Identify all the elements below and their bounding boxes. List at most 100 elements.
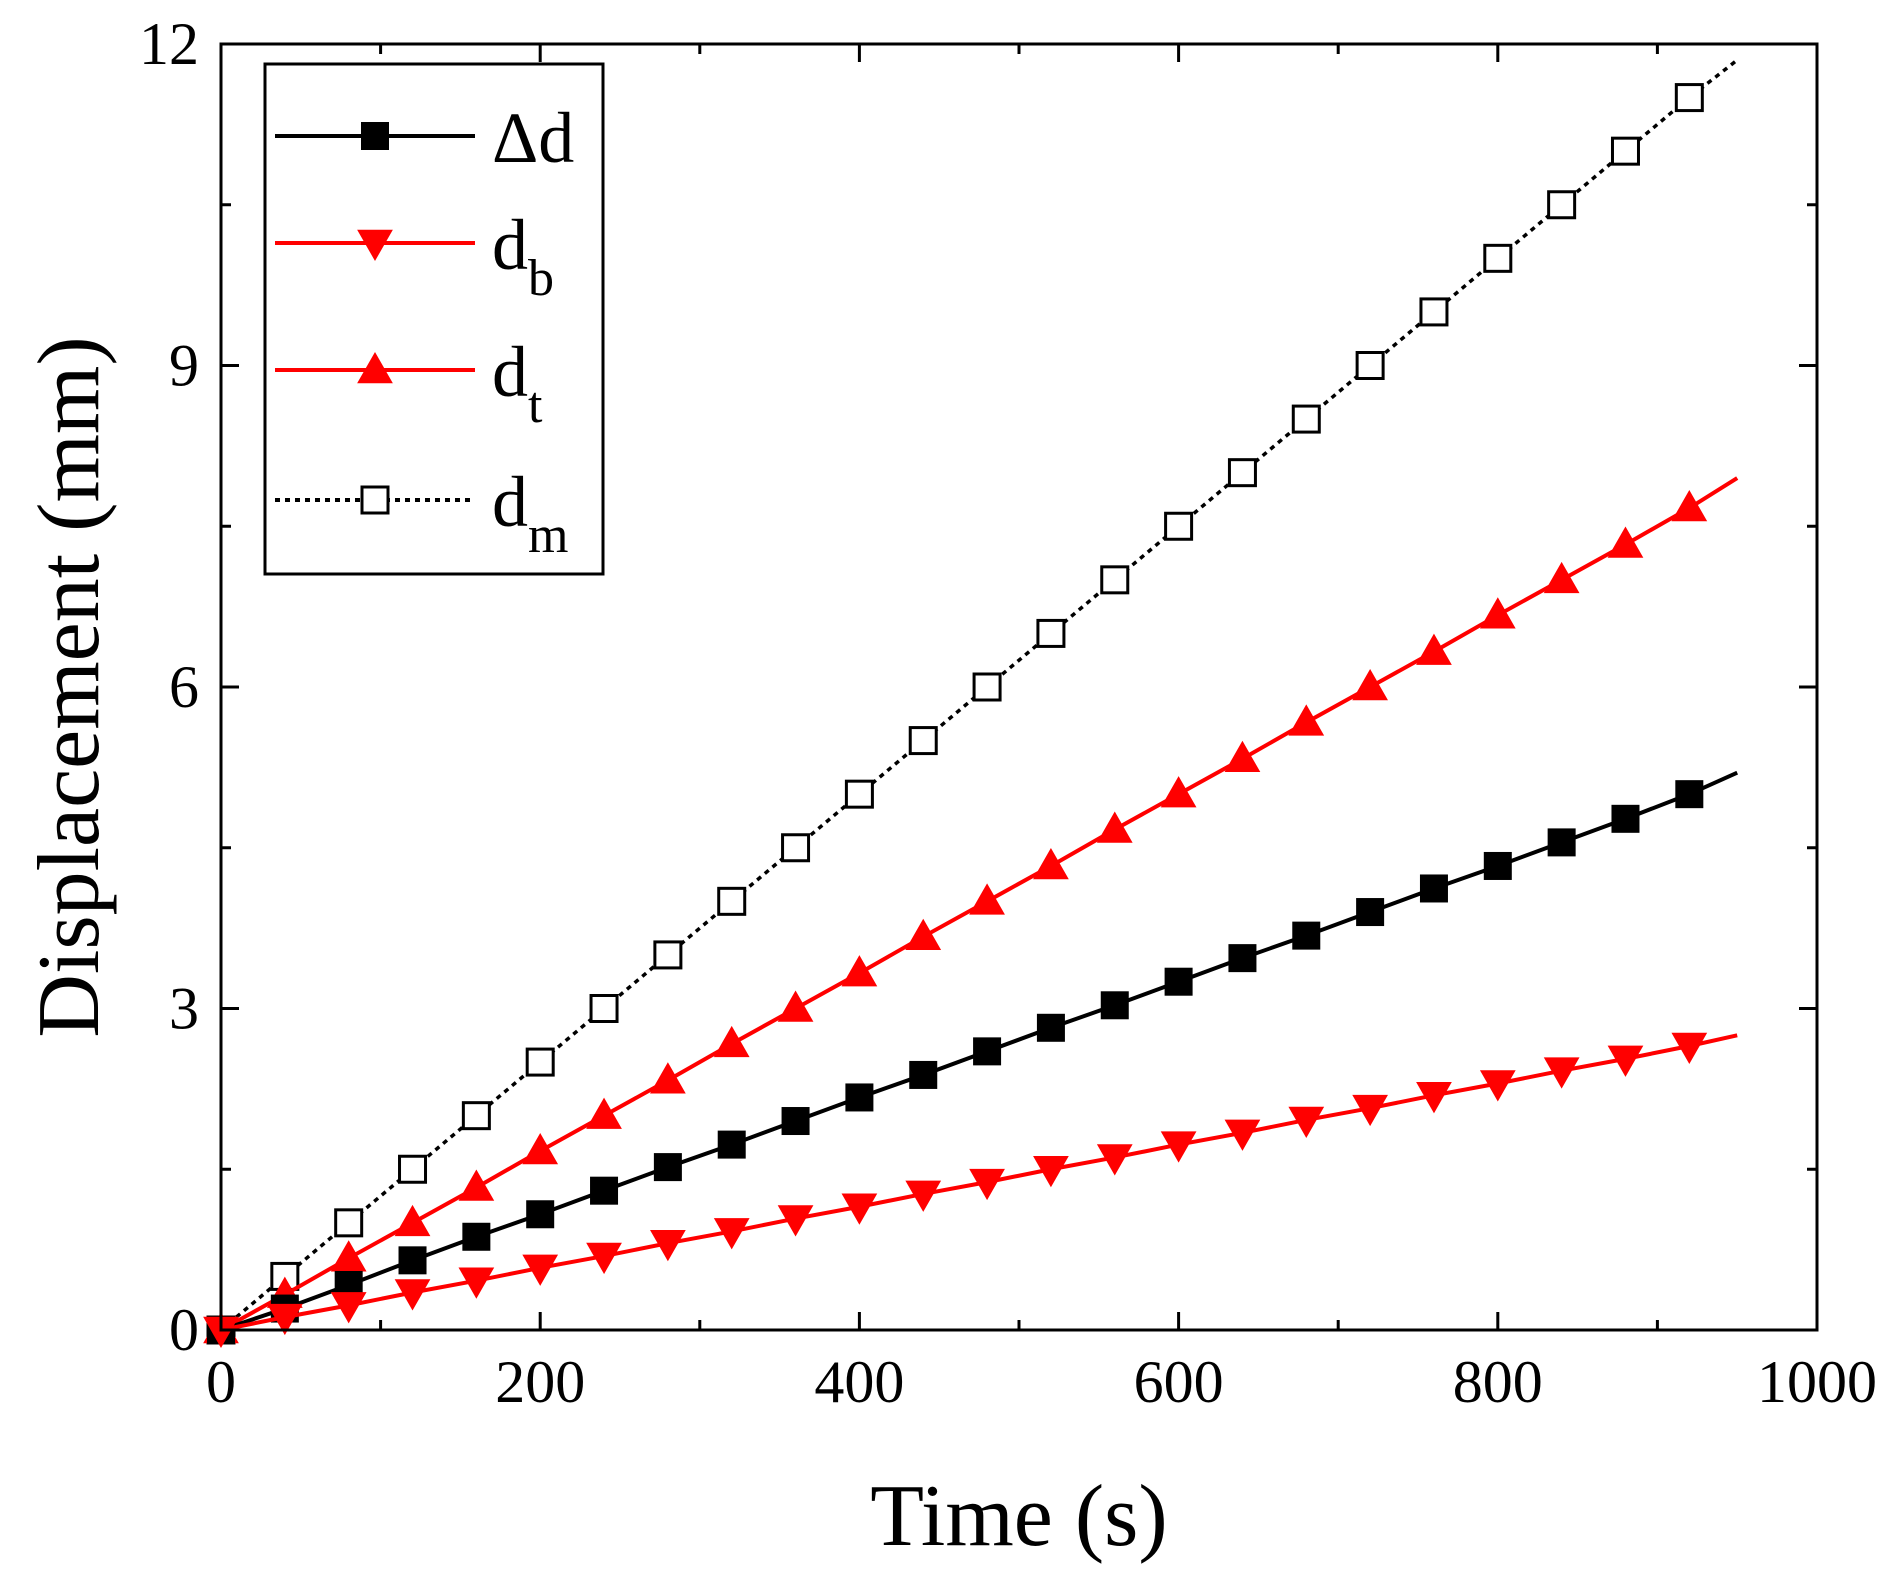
data-point-d_m: [398, 1154, 428, 1184]
data-point-d_t: [713, 1025, 750, 1058]
data-point-d_b: [1352, 1094, 1388, 1127]
data-point-d_b: [969, 1168, 1005, 1201]
data-point-d_m: [1100, 565, 1130, 595]
data-point-d_t: [969, 883, 1005, 915]
series-layer: [203, 58, 1739, 1349]
data-point-d_t: [1160, 776, 1197, 808]
legend-label-d_b: db: [492, 205, 554, 307]
data-point-d_m: [781, 833, 811, 863]
data-point-d_b: [458, 1267, 495, 1299]
data-point-delta_d: [1547, 828, 1576, 857]
data-point-d_b: [1033, 1156, 1069, 1188]
data-point-d_m: [525, 1047, 555, 1077]
data-point-d_t: [1671, 490, 1708, 522]
data-point-d_b: [266, 1303, 303, 1336]
data-point-d_t: [650, 1062, 686, 1094]
data-point-d_m: [1164, 511, 1194, 541]
data-point-d_t: [1352, 668, 1388, 701]
data-point-delta_d: [462, 1222, 491, 1251]
legend-marker-d_b: [357, 229, 393, 262]
legend-marker-d_t: [357, 351, 393, 384]
legend-label-delta_d: Δd: [492, 98, 574, 178]
data-point-d_t: [905, 918, 942, 950]
y-axis-title: Displacement (mm): [21, 336, 118, 1037]
data-point-d_b: [330, 1292, 367, 1324]
x-tick-label: 200: [495, 1349, 585, 1415]
data-point-delta_d: [973, 1037, 1002, 1066]
data-point-delta_d: [398, 1246, 427, 1275]
data-point-delta_d: [717, 1130, 746, 1159]
legend-item-d_t: dt: [275, 332, 543, 434]
y-tick-label: 3: [169, 976, 199, 1042]
data-point-d_m: [1483, 243, 1513, 273]
data-point-d_t: [522, 1133, 559, 1165]
series-d_m: [206, 58, 1739, 1345]
x-tick-label: 600: [1134, 1349, 1224, 1415]
legend-item-d_m: dm: [275, 462, 568, 564]
data-point-d_t: [1479, 597, 1516, 629]
x-tick-label: 1000: [1757, 1349, 1877, 1415]
data-point-d_t: [1224, 740, 1261, 773]
data-point-d_m: [717, 886, 747, 916]
data-point-d_m: [1036, 618, 1066, 648]
data-point-d_b: [1096, 1144, 1133, 1176]
data-point-d_b: [841, 1193, 878, 1225]
y-tick-label: 6: [169, 654, 199, 720]
data-point-d_b: [1416, 1082, 1452, 1114]
data-point-d_m: [461, 1101, 491, 1131]
data-point-d_m: [844, 779, 874, 809]
data-point-d_b: [1160, 1131, 1197, 1163]
data-point-d_b: [777, 1205, 814, 1237]
data-point-d_b: [1671, 1032, 1708, 1065]
data-point-d_t: [1607, 526, 1644, 558]
x-axis-title: Time (s): [870, 1468, 1167, 1565]
data-point-d_b: [905, 1180, 942, 1212]
x-tick-label: 0: [206, 1349, 236, 1415]
data-point-d_t: [458, 1169, 495, 1201]
data-point-d_b: [1288, 1106, 1325, 1138]
data-point-d_t: [777, 990, 814, 1022]
series-delta_d: [207, 770, 1739, 1344]
legend: Δd db dt dm: [263, 62, 605, 576]
y-tick-label: 12: [139, 11, 199, 77]
data-point-d_b: [1607, 1045, 1644, 1077]
data-point-delta_d: [1675, 780, 1704, 809]
data-point-delta_d: [909, 1060, 938, 1089]
data-point-d_t: [841, 955, 878, 987]
data-point-delta_d: [1292, 921, 1321, 950]
legend-item-d_b: db: [275, 205, 554, 307]
data-point-d_t: [1543, 561, 1580, 594]
data-point-d_b: [1543, 1057, 1580, 1089]
data-point-d_m: [1674, 83, 1704, 113]
data-point-delta_d: [590, 1176, 619, 1205]
data-point-delta_d: [781, 1107, 810, 1136]
data-point-d_m: [908, 726, 938, 756]
data-point-d_t: [330, 1240, 367, 1272]
data-point-d_m: [1291, 404, 1321, 434]
data-point-delta_d: [1164, 967, 1193, 996]
legend-marker-d_m: [360, 485, 390, 515]
data-point-d_t: [394, 1204, 431, 1237]
legend-marker-delta_d: [361, 122, 389, 150]
data-point-d_t: [1416, 633, 1452, 665]
legend-item-delta_d: Δd: [275, 98, 574, 178]
data-point-delta_d: [1228, 944, 1257, 973]
data-point-d_b: [1479, 1070, 1516, 1102]
data-point-d_m: [1610, 136, 1640, 166]
data-point-d_b: [394, 1279, 431, 1311]
data-point-d_b: [1224, 1119, 1261, 1151]
data-point-delta_d: [1483, 851, 1512, 880]
series-d_b: [203, 1032, 1738, 1349]
x-tick-label: 800: [1453, 1349, 1543, 1415]
data-point-delta_d: [1611, 804, 1640, 833]
data-point-d_m: [1419, 297, 1449, 327]
data-point-delta_d: [526, 1200, 555, 1229]
data-point-d_m: [1227, 458, 1257, 488]
data-point-d_b: [650, 1229, 686, 1262]
data-point-d_t: [1033, 847, 1069, 880]
legend-label-d_t: dt: [492, 332, 543, 434]
data-point-d_m: [334, 1208, 364, 1238]
data-point-d_m: [1547, 190, 1577, 220]
data-point-d_t: [1096, 811, 1133, 843]
